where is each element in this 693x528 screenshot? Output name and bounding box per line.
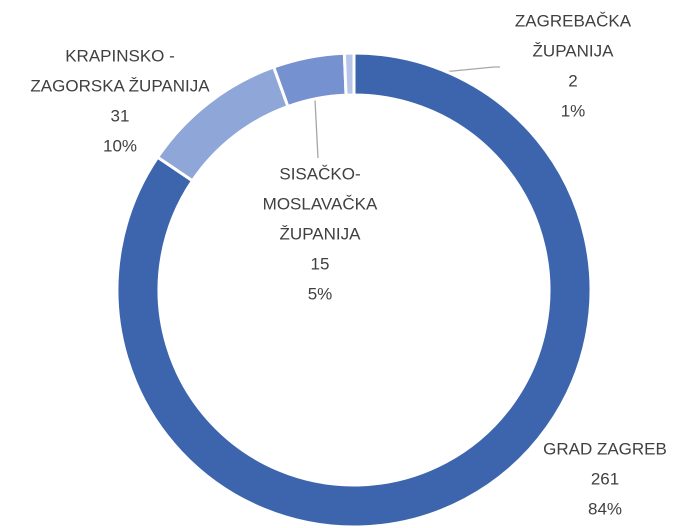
data-label-percent: 1% bbox=[561, 101, 586, 120]
data-label-value: 15 bbox=[311, 254, 330, 273]
data-label-value: 261 bbox=[591, 469, 619, 488]
data-label-name: SISAČKO- bbox=[279, 164, 360, 183]
donut-segment bbox=[115, 51, 593, 528]
donut-segment bbox=[342, 51, 356, 97]
data-label-value: 2 bbox=[568, 71, 577, 90]
data-label-percent: 5% bbox=[308, 284, 333, 303]
data-label-name: ŽUPANIJA bbox=[280, 224, 362, 243]
data-label-name: MOSLAVAČKA bbox=[263, 194, 378, 213]
data-label-name: ZAGREBAČKA bbox=[515, 11, 632, 30]
data-label-name: ZAGORSKA ŽUPANIJA bbox=[30, 76, 210, 95]
data-label-name: GRAD ZAGREB bbox=[543, 439, 667, 458]
leader-line bbox=[314, 99, 319, 159]
data-label-percent: 84% bbox=[588, 499, 622, 518]
data-label-name: KRAPINSKO - bbox=[65, 46, 175, 65]
data-label-value: 31 bbox=[111, 106, 130, 125]
data-label-percent: 10% bbox=[103, 136, 137, 155]
donut-segment bbox=[271, 51, 348, 109]
data-label-name: ŽUPANIJA bbox=[533, 41, 615, 60]
